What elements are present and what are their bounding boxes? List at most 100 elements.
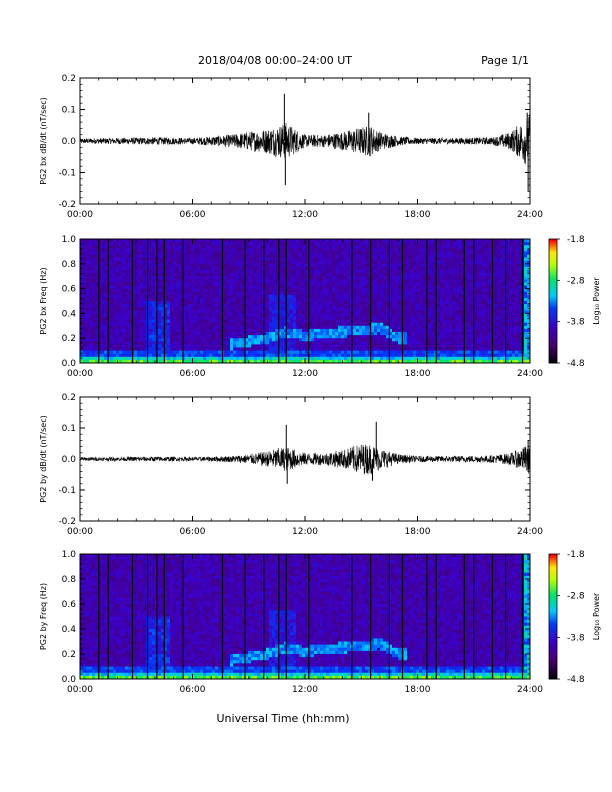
spectrogram-cell <box>281 350 285 355</box>
spectrogram-cell <box>191 260 195 265</box>
spectrogram-cell <box>428 356 432 361</box>
spectrogram-cell <box>98 254 102 258</box>
spectrogram-cell <box>272 353 276 358</box>
spectrogram-cell <box>122 260 126 265</box>
spectrogram-cell <box>338 301 342 305</box>
spectrogram-cell <box>344 266 348 271</box>
spectrogram-cell <box>152 301 156 305</box>
spectrogram-cell <box>314 251 318 255</box>
spectrogram-cell <box>179 239 183 243</box>
spectrogram-cell <box>287 344 291 348</box>
spectrogram-cell <box>212 297 216 302</box>
spectrogram-cell <box>227 332 231 336</box>
spectrogram-cell <box>323 313 327 317</box>
spectrogram-cell <box>134 332 138 336</box>
spectrogram-cell <box>239 242 243 246</box>
spectrogram-cell <box>338 347 342 351</box>
spectrogram-cell <box>377 350 381 355</box>
spectrogram-cell <box>224 313 228 317</box>
spectrogram-cell <box>92 304 96 308</box>
spectrogram-cell <box>305 251 309 255</box>
spectrogram-cell <box>323 307 327 311</box>
spectrogram-cell <box>125 310 129 314</box>
spectrogram-cell <box>137 270 141 274</box>
spectrogram-cell <box>302 239 306 243</box>
spectrogram-cell <box>224 332 228 336</box>
spectrogram-cell <box>311 254 315 258</box>
spectrogram-cell <box>200 319 204 324</box>
spectrogram-cell <box>299 297 303 302</box>
spectrogram-cell <box>380 310 384 314</box>
spectrogram-cell <box>317 319 321 324</box>
spectrogram-cell <box>317 301 321 305</box>
spectrogram-cell <box>389 245 393 249</box>
spectrogram-cell <box>137 332 141 336</box>
spectrogram-cell <box>326 282 330 286</box>
spectrogram-cell <box>95 341 99 345</box>
spectrogram-cell <box>104 288 108 293</box>
spectrogram-cell <box>398 282 402 286</box>
spectrogram-cell <box>251 251 255 255</box>
spectrogram-cell <box>248 279 252 283</box>
spectrogram-cell <box>95 273 99 277</box>
spectrogram-cell <box>224 338 228 342</box>
spectrogram-cell <box>194 316 198 320</box>
spectrogram-cell <box>140 353 144 358</box>
bx-spectrogram-panel: 00:00 06:00 12:00 18:00 24:001.00.80.60.40.2… <box>39 235 601 379</box>
spectrogram-cell <box>83 359 87 364</box>
spectrogram-cell <box>428 291 432 296</box>
spectrogram-cell <box>335 341 339 345</box>
spectrogram-cell <box>158 254 162 258</box>
spectrogram-cell <box>437 322 441 327</box>
spectrogram-cell <box>308 319 312 324</box>
spectrogram-cell <box>161 260 165 265</box>
spectrogram-cell <box>326 285 330 289</box>
spectrogram-cell <box>209 291 213 296</box>
spectrogram-cell <box>257 273 261 277</box>
spectrogram-cell <box>242 294 246 299</box>
spectrogram-cell <box>116 316 120 320</box>
spectrogram-cell <box>374 310 378 314</box>
spectrogram-cell <box>191 257 195 262</box>
spectrogram-cell <box>200 276 204 280</box>
spectrogram-cell <box>278 282 282 286</box>
spectrogram-cell <box>362 242 366 246</box>
spectrogram-cell <box>332 297 336 302</box>
spectrogram-cell <box>317 347 321 351</box>
spectrogram-cell <box>302 294 306 299</box>
spectrogram-cell <box>386 276 390 280</box>
spectrogram-cell <box>197 304 201 308</box>
spectrogram-cell <box>191 282 195 286</box>
spectrogram-cell <box>203 263 207 268</box>
spectrogram-cell <box>80 245 84 249</box>
spectrogram-cell <box>407 260 411 265</box>
spectrogram-cell <box>125 325 129 330</box>
spectrogram-cell <box>278 307 282 311</box>
spectrogram-cell <box>353 359 357 364</box>
spectrogram-cell <box>392 341 396 345</box>
spectrogram-cell <box>335 282 339 286</box>
spectrogram-cell <box>269 319 273 324</box>
spectrogram-cell <box>218 310 222 314</box>
spectrogram-cell <box>167 341 171 345</box>
spectrogram-cell <box>278 288 282 293</box>
spectrogram-cell <box>149 245 153 249</box>
spectrogram-cell <box>161 245 165 249</box>
spectrogram-cell <box>206 245 210 249</box>
spectrogram-cell <box>419 325 423 330</box>
spectrogram-cell <box>371 279 375 283</box>
spectrogram-cell <box>374 294 378 299</box>
spectrogram-cell <box>119 313 123 317</box>
spectrogram-cell <box>296 282 300 286</box>
spectrogram-cell <box>398 260 402 265</box>
spectrogram-cell <box>332 245 336 249</box>
spectrogram-cell <box>368 316 372 320</box>
spectrogram-cell <box>275 273 279 277</box>
spectrogram-cell <box>239 316 243 320</box>
spectrogram-cell <box>266 297 270 302</box>
spectrogram-cell <box>395 239 399 243</box>
spectrogram-cell <box>239 307 243 311</box>
spectrogram-cell <box>203 353 207 358</box>
spectrogram-cell <box>197 239 201 243</box>
spectrogram-cell <box>86 307 90 311</box>
